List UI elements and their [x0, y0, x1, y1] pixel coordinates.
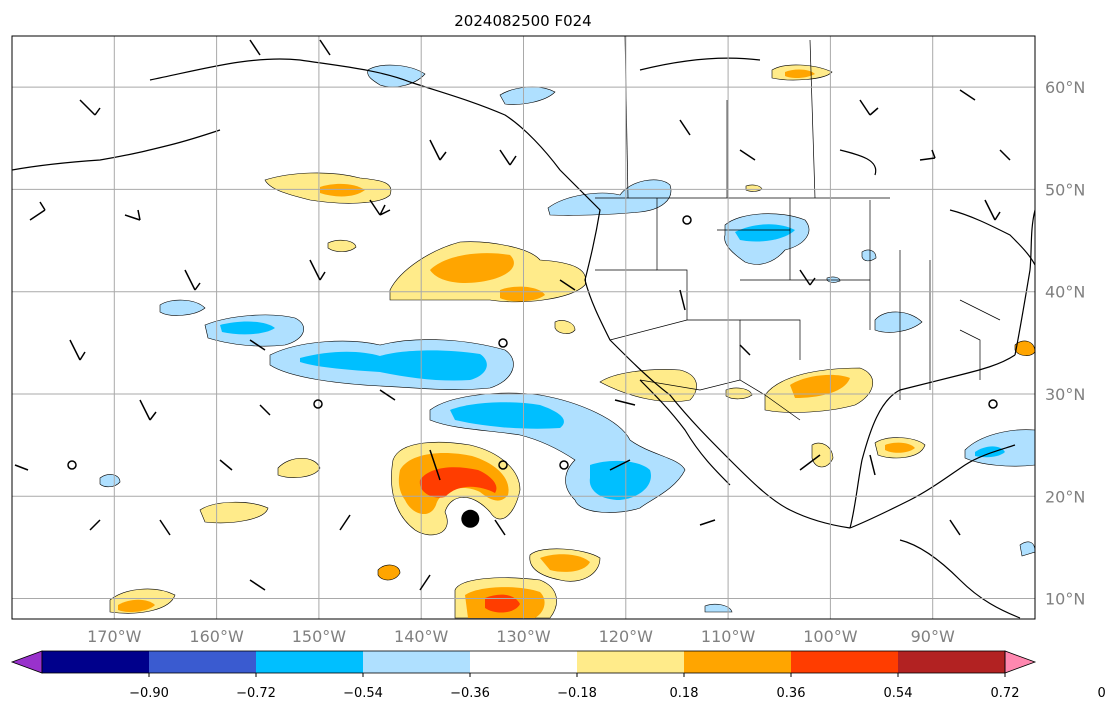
- latitude-label: 20°N: [1045, 487, 1085, 506]
- latitude-labels: 60°N 50°N 40°N 30°N 20°N 10°N: [1045, 78, 1085, 608]
- latitude-label: 50°N: [1045, 180, 1085, 199]
- colorbar-segment: [470, 651, 578, 673]
- colorbar-extend-max: [1004, 650, 1037, 674]
- colorbar-segments: [10, 650, 1037, 674]
- colorbar-segment: [149, 651, 257, 673]
- colorbar-tick-label: −0.54: [343, 686, 383, 701]
- latitude-label: 10°N: [1045, 590, 1085, 609]
- map-panel: [11, 35, 1036, 620]
- latitude-label: 30°N: [1045, 385, 1085, 404]
- longitude-label: 170°W: [87, 627, 142, 646]
- colorbar-tick-label: 0.36: [777, 686, 806, 701]
- longitude-label: 130°W: [496, 627, 551, 646]
- longitude-label: 140°W: [394, 627, 449, 646]
- colorbar-tick-label: −0.90: [129, 686, 169, 701]
- longitude-label: 150°W: [292, 627, 347, 646]
- longitude-label: 100°W: [803, 627, 858, 646]
- gridlines: [12, 36, 1035, 619]
- colorbar-tick-label: 0.54: [884, 686, 913, 701]
- colorbar-tick-label: −0.18: [557, 686, 597, 701]
- political-borders: [595, 36, 1001, 421]
- colorbar-extend-min: [10, 650, 43, 674]
- colorbar-outline: [41, 650, 1006, 674]
- figure-title: 2024082500 F024: [454, 12, 591, 30]
- longitude-labels: 170°W 160°W 150°W 140°W 130°W 120°W 110°W 100°W…: [87, 627, 955, 646]
- latitude-label: 40°N: [1045, 283, 1085, 302]
- coastlines: [12, 57, 1035, 619]
- longitude-label: 110°W: [701, 627, 756, 646]
- longitude-label: 90°W: [911, 627, 955, 646]
- colorbar-tick-label: −0.36: [450, 686, 490, 701]
- negative-anomaly-shading: [99, 64, 1035, 613]
- colorbar-tick-label: 0.18: [670, 686, 699, 701]
- colorbar-ticks: −0.90 −0.72 −0.54 −0.36 −0.18 0.18 0.36 0.54 0.7…: [129, 673, 1105, 701]
- colorbar: −0.90 −0.72 −0.54 −0.36 −0.18 0.18 0.36 0.54 0.7…: [10, 650, 1105, 701]
- colorbar-tick-label: −0.72: [236, 686, 276, 701]
- longitude-label: 120°W: [599, 627, 654, 646]
- storm-center-marker: [461, 509, 480, 528]
- calm-markers: [67, 215, 998, 470]
- colorbar-segment: [577, 651, 685, 673]
- colorbar-segment: [42, 651, 150, 673]
- colorbar-segment: [791, 651, 899, 673]
- colorbar-tick-label: 0.72: [991, 686, 1020, 701]
- colorbar-segment: [256, 651, 364, 673]
- colorbar-segment: [363, 651, 471, 673]
- colorbar-segment: [684, 651, 792, 673]
- longitude-label: 160°W: [189, 627, 244, 646]
- colorbar-segment: [898, 651, 1006, 673]
- latitude-label: 60°N: [1045, 78, 1085, 97]
- colorbar-tick-label: 0.90: [1098, 686, 1105, 701]
- positive-anomaly-shading: [109, 64, 1035, 619]
- wind-barbs: [14, 39, 1011, 591]
